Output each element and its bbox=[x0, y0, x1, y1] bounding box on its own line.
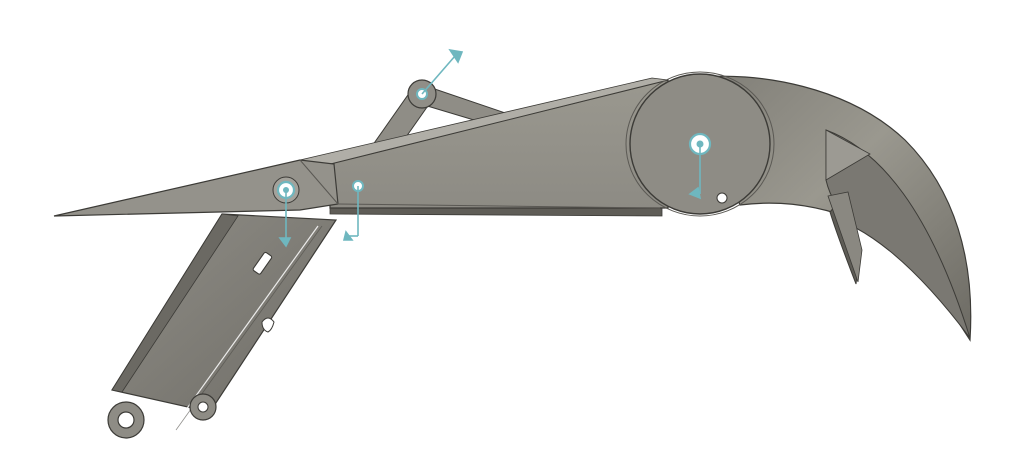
axis-marker-left bbox=[278, 190, 292, 248]
knuckle-hole bbox=[716, 192, 728, 204]
notch-cutout bbox=[261, 317, 275, 333]
finger-body bbox=[53, 77, 669, 217]
joint-axis-markers bbox=[278, 48, 702, 248]
finger-blade bbox=[53, 159, 339, 217]
lower-link-arm bbox=[107, 213, 338, 439]
axis-marker-mid bbox=[342, 186, 359, 241]
bottom-eyelet-right bbox=[189, 393, 217, 421]
bottom-eyelet-left bbox=[107, 401, 145, 439]
slot-cutout bbox=[252, 251, 273, 275]
axis-marker-knuckle bbox=[688, 144, 702, 200]
axis-marker-upper bbox=[421, 48, 464, 95]
